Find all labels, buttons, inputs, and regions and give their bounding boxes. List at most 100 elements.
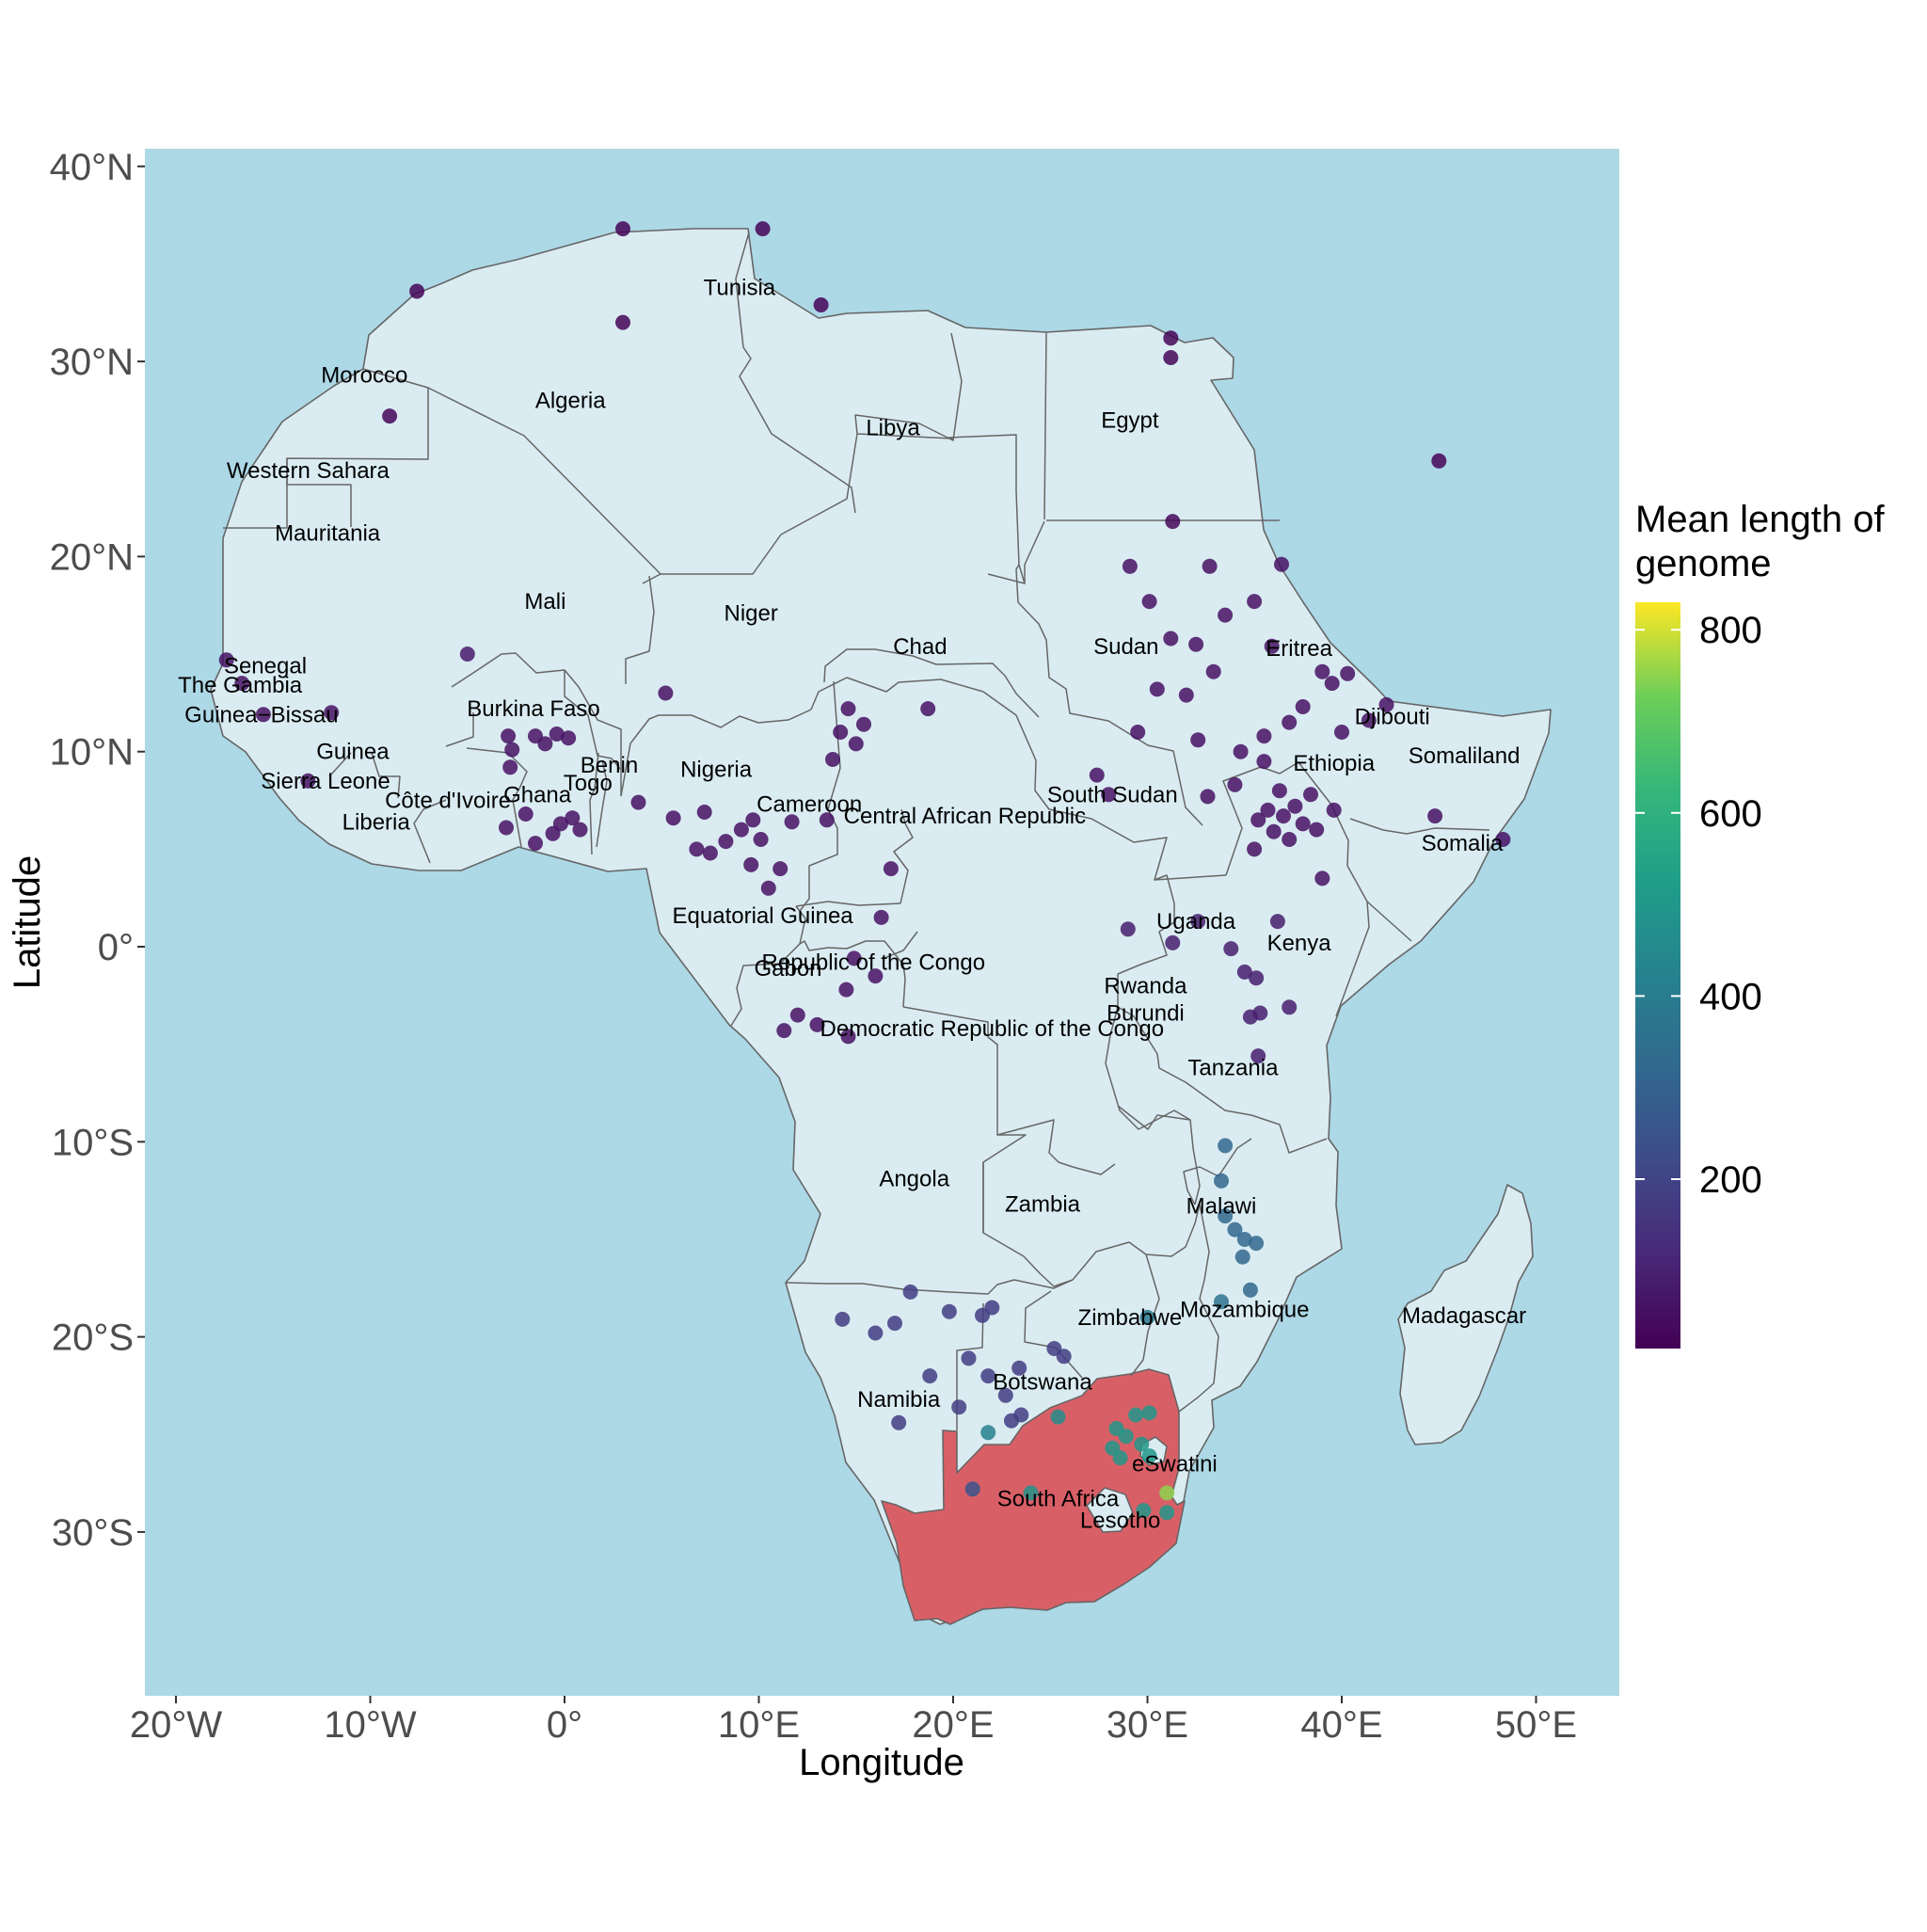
sample-point [980, 1368, 996, 1384]
sample-point [1139, 1309, 1155, 1325]
sample-point [743, 856, 759, 872]
sample-point [552, 816, 568, 832]
x-axis: 20°W 10°W 0° 10°E 20°E 30°E 40°E 50°E [130, 1696, 1577, 1746]
sample-point [1056, 1349, 1072, 1365]
sample-point [1218, 607, 1234, 623]
country-label: Republic of the Congo [762, 950, 986, 976]
sample-point [980, 1425, 996, 1441]
sample-point [1274, 556, 1289, 572]
country-label: Zambia [1005, 1192, 1081, 1218]
sample-point [1250, 1048, 1266, 1064]
sample-point [975, 1307, 990, 1323]
sample-point [846, 950, 862, 966]
country-label: Algeria [535, 389, 606, 414]
sample-point [873, 909, 889, 925]
madagascar [1397, 1184, 1534, 1445]
sample-point [1309, 822, 1325, 838]
sample-point [1303, 787, 1318, 803]
country-label: Libya [866, 416, 920, 441]
x-tick-label: 30°E [1107, 1704, 1188, 1746]
sample-point [920, 701, 936, 717]
country-label: Tanzania [1187, 1056, 1279, 1081]
sample-points-layer [218, 221, 1511, 1521]
lesotho [1085, 1487, 1134, 1533]
legend-tick-label: 600 [1699, 793, 1762, 835]
sample-point [848, 736, 864, 752]
sample-point [1314, 663, 1330, 679]
country-label: Somaliland [1409, 743, 1521, 769]
sample-point [922, 1368, 938, 1384]
sample-point [856, 716, 871, 732]
sample-point [1326, 802, 1342, 818]
sample-point [753, 832, 769, 847]
sample-point [1165, 934, 1181, 950]
sample-point [1223, 941, 1239, 957]
country-label: Senegal [224, 654, 307, 679]
sample-point [887, 1316, 902, 1332]
sample-point [825, 752, 840, 767]
sample-point [1276, 808, 1291, 824]
sample-point [1011, 1360, 1027, 1376]
legend-ticks: 200 400 600 800 [1635, 610, 1762, 1201]
sample-point [1136, 1503, 1152, 1519]
sample-point [1120, 921, 1136, 937]
sample-point [1260, 802, 1276, 818]
sample-point [840, 1029, 856, 1045]
sample-point [951, 1399, 967, 1415]
sample-point [1178, 687, 1194, 703]
sample-point [1361, 712, 1377, 728]
country-label: Nigeria [680, 757, 753, 782]
sample-point [300, 773, 316, 789]
sample-point [1050, 1409, 1066, 1425]
country-label: Mali [524, 589, 565, 615]
country-label: Niger [725, 601, 778, 627]
country-label: Cameroon [756, 792, 862, 818]
sample-point [1141, 594, 1157, 610]
country-label: Mozambique [1180, 1298, 1309, 1323]
sample-point [459, 647, 475, 662]
sample-point [1242, 1282, 1258, 1298]
sample-point [1249, 1236, 1265, 1252]
country-label: Lesotho [1080, 1509, 1160, 1534]
sample-point [789, 1007, 805, 1023]
country-label: Zimbabwe [1078, 1305, 1183, 1331]
sample-point [565, 810, 581, 826]
sample-point [689, 841, 705, 857]
country-label: Angola [879, 1167, 949, 1192]
sample-point [561, 730, 577, 746]
legend-tick-label: 200 [1699, 1159, 1762, 1201]
country-label: Botswana [993, 1369, 1092, 1395]
sample-point [1495, 832, 1511, 847]
sample-point [755, 221, 771, 237]
sample-point [504, 742, 520, 758]
sample-point [499, 820, 514, 836]
sample-point [1378, 696, 1394, 712]
country-labels-layer: Tunisia Morocco Algeria Libya Egypt Western S… [178, 275, 1526, 1533]
sample-point [1431, 453, 1447, 469]
sample-point [1159, 1505, 1175, 1521]
country-label: Djibouti [1355, 704, 1430, 729]
country-label: Burundi [1107, 1001, 1185, 1027]
sample-point [813, 297, 829, 312]
x-tick-label: 10°E [718, 1704, 800, 1746]
sample-point [1256, 754, 1272, 770]
sample-point [883, 861, 899, 877]
sample-point [1205, 663, 1221, 679]
country-label: Egypt [1101, 407, 1159, 433]
country-label: Eritrea [1266, 636, 1332, 662]
sample-point [1427, 808, 1443, 824]
sample-point [1190, 914, 1206, 930]
y-axis-title: Latitude [7, 855, 48, 989]
sample-point [1013, 1407, 1029, 1423]
country-label: Sudan [1093, 634, 1158, 660]
country-label: Equatorial Guinea [673, 903, 854, 929]
sample-point [1236, 964, 1252, 980]
country-label: Chad [893, 634, 947, 660]
sample-point [1234, 1249, 1250, 1265]
country-label: Guinea [316, 740, 390, 765]
sample-point [964, 1481, 980, 1497]
sample-point [1256, 728, 1272, 744]
sample-point [502, 759, 518, 775]
sample-point [1247, 594, 1263, 610]
